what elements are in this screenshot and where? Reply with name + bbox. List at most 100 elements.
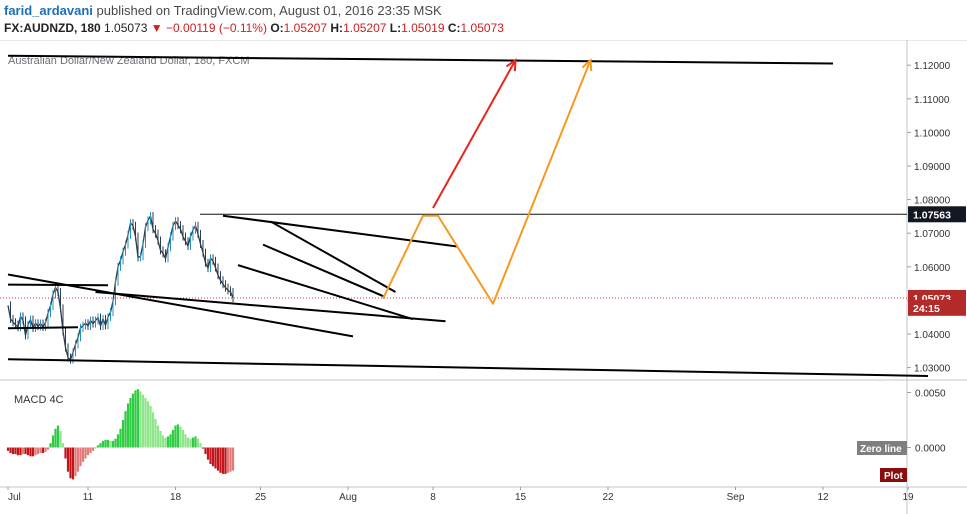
macd-bar bbox=[161, 435, 165, 448]
macd-bar bbox=[191, 437, 195, 448]
macd-bar bbox=[201, 447, 205, 449]
macd-bar bbox=[136, 389, 140, 448]
trendline-wedge-upper[interactable] bbox=[270, 220, 396, 293]
time-tick-label: 12 bbox=[817, 492, 829, 503]
last-price: 1.05073 bbox=[104, 21, 148, 35]
price-tick-label: 1.10000 bbox=[914, 128, 951, 139]
price-tick-label: 1.07000 bbox=[914, 229, 951, 240]
macd-bar bbox=[34, 447, 37, 456]
macd-bar bbox=[91, 447, 95, 451]
macd-bar bbox=[141, 394, 145, 448]
price-tick-label: 1.11000 bbox=[914, 95, 950, 106]
macd-bar bbox=[221, 447, 225, 474]
macd-bar bbox=[199, 443, 202, 448]
chart-svg[interactable]: Australian Dollar/New Zealand Dollar, 18… bbox=[0, 40, 967, 514]
zero-line-button-label: Zero line bbox=[860, 444, 902, 455]
macd-bar bbox=[81, 447, 85, 462]
macd-bar bbox=[159, 431, 162, 448]
time-tick-label: 22 bbox=[602, 492, 614, 503]
macd-bar bbox=[74, 447, 77, 477]
time-tick-label: 8 bbox=[430, 492, 436, 503]
macd-bar bbox=[104, 439, 107, 448]
macd-bar bbox=[51, 435, 55, 448]
trendline-wedge-bottom[interactable] bbox=[262, 243, 384, 297]
macd-bar bbox=[226, 447, 230, 473]
macd-bar bbox=[41, 447, 45, 453]
published-text: published on TradingView.com, August 01,… bbox=[96, 3, 442, 18]
price-tick-label: 1.12000 bbox=[914, 61, 951, 72]
macd-bar bbox=[11, 447, 15, 455]
publish-line: farid_ardavani published on TradingView.… bbox=[4, 3, 442, 18]
macd-bar bbox=[196, 438, 200, 448]
macd-bar bbox=[96, 445, 100, 448]
macd-tick-label: 0.0000 bbox=[915, 444, 946, 455]
macd-bar bbox=[21, 447, 25, 455]
macd-bar bbox=[111, 440, 115, 448]
macd-bar bbox=[156, 425, 160, 448]
trendline-left-support[interactable] bbox=[7, 326, 79, 330]
plot-button[interactable] bbox=[880, 468, 907, 482]
macd-bar bbox=[144, 398, 147, 448]
macd-bar bbox=[186, 437, 190, 448]
arrow-red-projection[interactable] bbox=[432, 59, 517, 209]
plot-button-label: Plot bbox=[884, 471, 904, 482]
zero-line-button[interactable] bbox=[857, 441, 907, 455]
trendline-wedge-lower[interactable] bbox=[237, 264, 414, 321]
trendline-flag-top[interactable] bbox=[222, 214, 459, 248]
macd-bar bbox=[179, 426, 182, 448]
trendline-bottom-channel[interactable] bbox=[7, 358, 929, 377]
price-badge-label: 1.07563 bbox=[913, 209, 951, 221]
macd-bar bbox=[66, 447, 70, 472]
macd-bar bbox=[139, 391, 142, 448]
time-tick-label: 25 bbox=[255, 492, 267, 503]
macd-bar bbox=[151, 412, 155, 448]
macd-bar bbox=[211, 447, 215, 467]
trendline-left-resistance[interactable] bbox=[7, 283, 109, 287]
price-badge bbox=[908, 299, 966, 316]
price-tick-label: 1.06000 bbox=[914, 263, 951, 274]
price-tick-label: 1.09000 bbox=[914, 162, 951, 173]
macd-bar bbox=[169, 434, 172, 448]
macd-bar bbox=[171, 429, 175, 448]
price-tick-label: 1.04000 bbox=[914, 330, 951, 341]
macd-bar bbox=[59, 431, 62, 448]
arrow-orange-projection[interactable] bbox=[382, 59, 592, 305]
main-pane[interactable] bbox=[0, 40, 907, 380]
author-link[interactable]: farid_ardavani bbox=[4, 3, 93, 18]
time-tick-label: Jul bbox=[8, 492, 21, 503]
macd-bar bbox=[109, 440, 112, 448]
trendline-top-channel[interactable] bbox=[7, 54, 834, 65]
symbol-label: FX:AUDNZD, 180 bbox=[4, 21, 101, 35]
macd-bar bbox=[166, 436, 170, 448]
macd-bar bbox=[61, 443, 65, 448]
macd-bar bbox=[146, 401, 150, 448]
macd-bar bbox=[206, 447, 210, 460]
macd-bar bbox=[224, 447, 227, 474]
macd-bar bbox=[89, 447, 92, 453]
price-tick-label: 1.03000 bbox=[914, 364, 951, 375]
macd-bar bbox=[194, 436, 197, 448]
macd-bar bbox=[101, 440, 105, 448]
macd-bar bbox=[219, 447, 222, 473]
trendline-mid-descending[interactable] bbox=[95, 291, 446, 323]
time-tick-label: 19 bbox=[902, 492, 914, 503]
chart-header: farid_ardavani published on TradingView.… bbox=[0, 0, 967, 40]
macd-bar bbox=[124, 411, 127, 448]
macd-bar bbox=[119, 428, 122, 448]
time-tick-label: 18 bbox=[170, 492, 182, 503]
macd-bar bbox=[19, 447, 22, 456]
macd-bar bbox=[114, 438, 117, 448]
macd-bar bbox=[129, 398, 132, 448]
symbol-line: FX:AUDNZD, 180 1.05073 ▼ −0.00119 (−0.11… bbox=[4, 21, 504, 35]
macd-bar bbox=[154, 418, 157, 448]
macd-bar bbox=[121, 420, 125, 448]
open-value: 1.05207 bbox=[283, 21, 328, 35]
macd-bar bbox=[181, 429, 185, 448]
macd-bar bbox=[26, 447, 30, 456]
macd-bar bbox=[116, 434, 120, 448]
macd-bar bbox=[54, 428, 57, 448]
macd-bar bbox=[131, 393, 135, 448]
macd-bar bbox=[64, 447, 67, 459]
low-label: L: bbox=[389, 21, 402, 35]
arrow-head-red-projection bbox=[505, 58, 517, 72]
